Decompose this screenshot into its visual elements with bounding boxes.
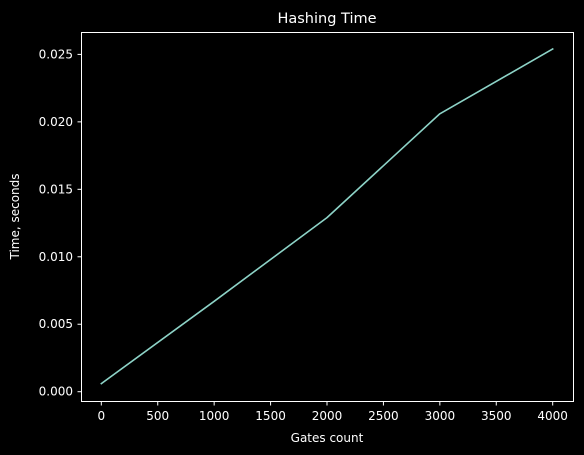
x-tick-label: 2500	[368, 409, 399, 423]
x-tick-label: 3500	[481, 409, 512, 423]
chart-title: Hashing Time	[277, 11, 376, 27]
x-tick-label: 3000	[425, 409, 456, 423]
y-tick-label: 0.010	[39, 250, 73, 264]
x-tick-label: 500	[146, 409, 169, 423]
x-tick-label: 4000	[537, 409, 568, 423]
series-layer	[100, 47, 554, 385]
y-axis: 0.000 0.005 0.010 0.015 0.020 0.025	[39, 47, 82, 399]
x-axis-title: Gates count	[291, 431, 364, 445]
x-axis: 0 500 1000 1500 2000 2500 3000 3500 4000	[97, 401, 568, 423]
y-tick-label: 0.015	[39, 182, 73, 196]
x-tick-label: 0	[97, 409, 105, 423]
y-tick-label: 0.000	[39, 385, 73, 399]
y-tick-label: 0.020	[39, 115, 73, 129]
x-tick-label: 1500	[255, 409, 286, 423]
x-tick-label: 1000	[199, 409, 230, 423]
x-tick-label: 2000	[312, 409, 343, 423]
y-tick-label: 0.005	[39, 317, 73, 331]
y-tick-label: 0.025	[39, 47, 73, 61]
series-line	[100, 47, 554, 385]
y-axis-title: Time, seconds	[8, 173, 22, 260]
